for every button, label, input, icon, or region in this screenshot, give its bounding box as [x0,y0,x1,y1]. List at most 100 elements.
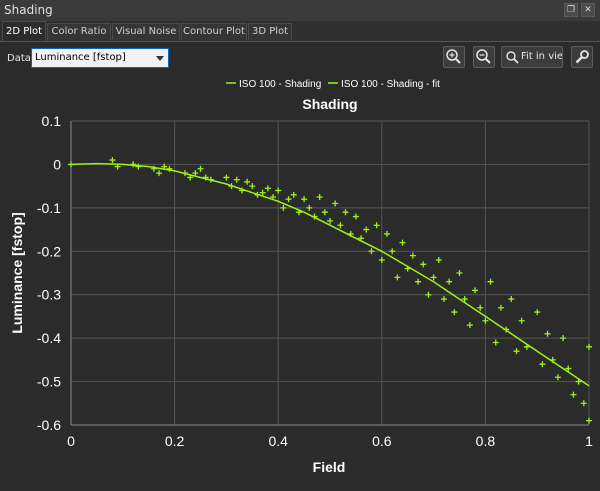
data-point [181,170,188,177]
data-point [223,174,230,181]
data-point [270,194,277,200]
data-point [275,187,282,194]
data-point [523,343,530,350]
tab-visual-noise[interactable]: Visual Noise [112,23,180,40]
data-point [570,391,577,398]
data-point [316,194,323,200]
zoom-out-button[interactable] [473,46,495,68]
data-point [487,278,494,285]
data-point [306,204,313,211]
data-point [321,209,328,216]
data-point [399,239,406,246]
data-point [549,356,556,363]
data-point [539,361,546,368]
close-icon[interactable]: ✕ [581,3,595,17]
x-tick-label: 0.2 [165,433,185,449]
y-tick-label: -0.2 [37,243,61,259]
data-point [482,317,489,324]
data-point [150,165,157,172]
data-point [451,309,458,316]
fit-in-view-label: Fit in view [521,51,563,62]
x-axis-label: Field [313,459,346,475]
x-tick-label: 1 [585,433,593,449]
data-point [332,200,339,207]
x-tick-label: 0.8 [476,433,496,449]
tab-contour-plot[interactable]: Contour Plot [181,23,247,40]
data-point [472,287,479,294]
data-point [156,170,163,177]
data-point [383,230,390,237]
legend-label-shading: ISO 100 - Shading [239,79,321,90]
data-point [254,191,261,198]
data-point [373,222,380,229]
data-point [586,343,592,350]
legend-label-fit: ISO 100 - Shading - fit [341,79,440,90]
data-point [327,217,333,224]
data-point [368,248,375,255]
data-point [130,161,137,168]
data-point [435,256,442,263]
data-point [425,291,432,298]
data-select[interactable]: Luminance [fstop] [31,48,169,68]
data-point [409,252,416,259]
settings-button[interactable] [571,46,593,68]
toolbar: Data [0,42,600,72]
data-point [440,296,447,303]
data-label: Data [7,53,31,64]
data-point [135,163,142,170]
data-point [244,178,251,185]
y-tick-label: -0.6 [37,417,61,433]
data-point [404,265,411,272]
tab-label: 2D Plot [5,26,43,37]
data-point [389,248,396,255]
y-tick-label: -0.5 [37,374,61,390]
data-point [580,400,587,407]
data-point [259,189,266,196]
window-titlebar: Shading ❐ ✕ [0,0,600,22]
data-point [228,183,235,190]
tab-2d-plot[interactable]: 2D Plot [2,21,46,41]
data-point [311,213,318,220]
y-tick-label: 0 [53,156,61,172]
undock-icon[interactable]: ❐ [564,3,578,17]
data-point [280,204,287,211]
data-select-value: Luminance [fstop] [35,52,126,63]
data-point [565,365,572,372]
window-title: Shading [4,3,53,17]
data-point [534,309,541,316]
data-point [497,304,504,311]
data-point [337,222,344,229]
tab-3d-plot[interactable]: 3D Plot [248,23,292,40]
plot-area [71,121,589,425]
tab-color-ratio[interactable]: Color Ratio [47,23,111,40]
data-point [207,176,214,183]
data-point [461,296,468,303]
data-point [575,378,582,385]
y-tick-label: 0.1 [42,113,62,129]
data-point [394,274,401,281]
data-point [238,187,245,194]
y-tick-label: -0.3 [37,287,61,303]
data-point [285,196,292,203]
data-point [477,304,484,311]
data-point [508,296,515,303]
data-point [420,261,427,268]
data-point [249,183,256,190]
data-point [192,170,199,177]
fit-series-line [70,162,590,387]
fit-in-view-button[interactable]: Fit in view [501,46,563,68]
y-tick-label: -0.1 [37,200,61,216]
data-point [363,226,370,233]
shading-chart: 0 0.2 0.4 0.6 0.8 1 0.1 0 -0.1 -0.2 -0.3 -0.4 -0.5 -0… [9,79,593,475]
data-point [161,163,168,170]
data-point [114,163,121,170]
zoom-in-icon [446,49,461,64]
data-point [513,348,520,355]
data-point [554,374,561,381]
data-point [109,157,116,164]
data-point [415,278,422,285]
x-tick-label: 0.6 [372,433,392,449]
data-point [358,235,365,242]
data-point [466,322,473,329]
zoom-in-button[interactable] [443,46,465,68]
